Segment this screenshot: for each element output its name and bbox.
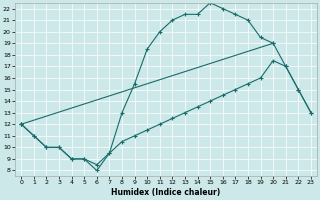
X-axis label: Humidex (Indice chaleur): Humidex (Indice chaleur) bbox=[111, 188, 221, 197]
